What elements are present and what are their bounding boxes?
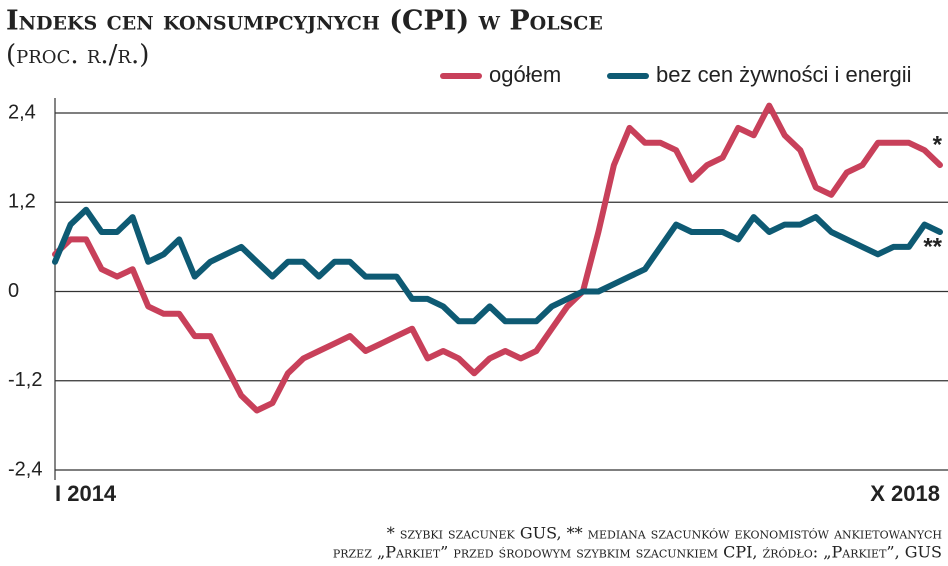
footnote: przez „Parkiet” przed środowym szybkim s… [333,543,942,562]
y-tick-label: 1,2 [8,191,36,213]
y-tick-label: -1,2 [8,369,42,391]
series-line [52,102,943,414]
annotation: ** [923,233,942,260]
legend-label: bez cen żywności i energii [656,62,912,87]
legend-label: ogółem [489,62,561,87]
chart-title: Indeks cen konsumpcyjnych (CPI) w Polsce [6,6,603,37]
x-tick-label: X 2018 [870,481,940,506]
y-tick-label: 2,4 [8,101,36,123]
chart-subtitle: (proc. r./r.) [6,40,149,70]
series-line [52,206,943,325]
y-tick-label: 0 [8,280,19,302]
annotation: * [933,131,943,158]
y-tick-label: -2,4 [8,458,42,480]
x-tick-label: I 2014 [55,481,117,506]
footnote: * szybki szacunek GUS, ** mediana szacun… [387,524,942,543]
